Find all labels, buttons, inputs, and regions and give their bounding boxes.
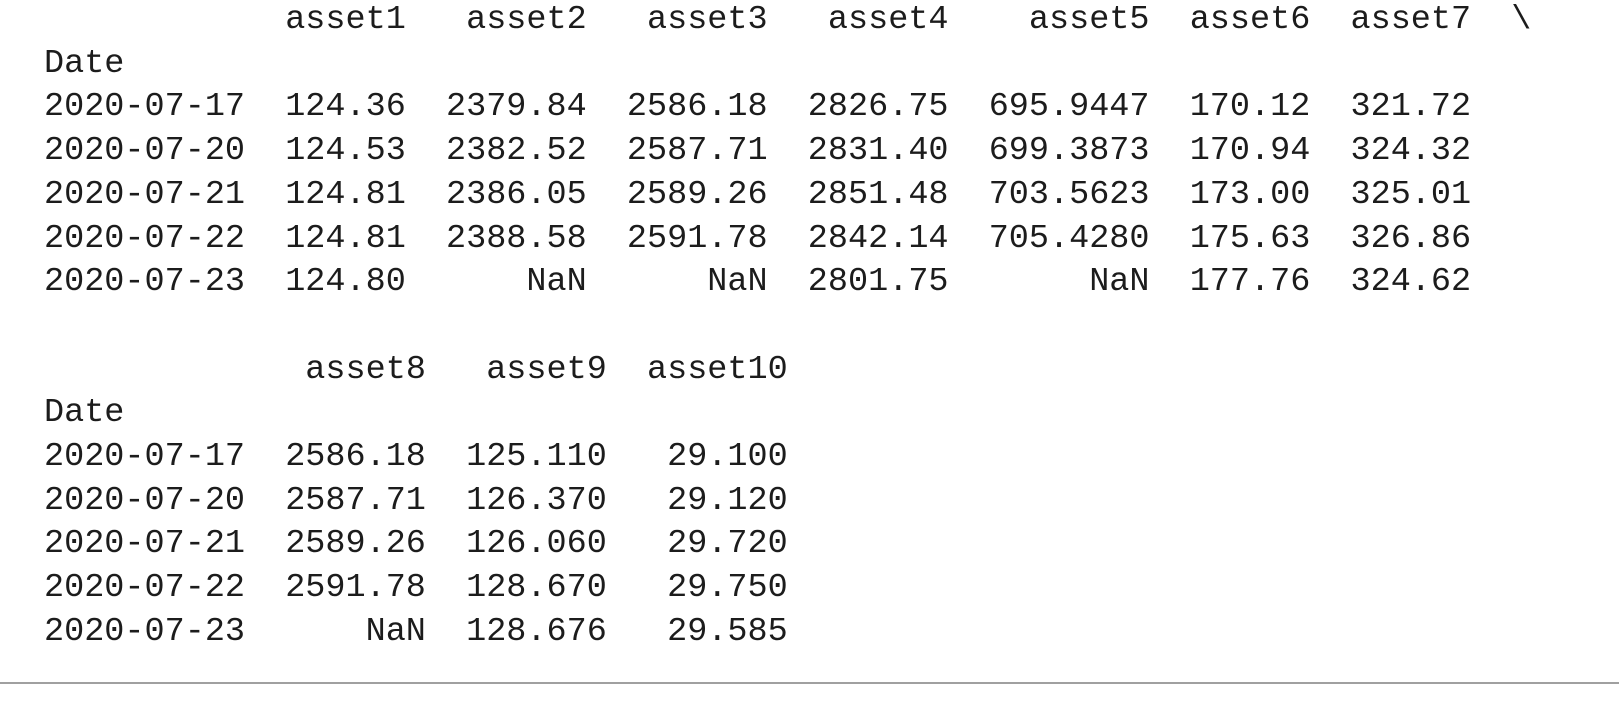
column-header: asset8 bbox=[305, 350, 426, 389]
cell-value: 2388.58 bbox=[446, 219, 587, 258]
cell-value: 705.4280 bbox=[988, 219, 1150, 258]
cell-value: 177.76 bbox=[1189, 263, 1311, 302]
console-output: asset1 asset2 asset3 asset4 asset5 asset6 asse… bbox=[44, 1, 1532, 651]
cell-value: 325.01 bbox=[1350, 175, 1472, 214]
cell-value: 2386.05 bbox=[446, 175, 587, 214]
index-name: Date bbox=[44, 394, 125, 433]
cell-value: 695.9447 bbox=[988, 88, 1150, 127]
cell-value: NaN bbox=[365, 612, 426, 651]
row-index: 2020-07-17 bbox=[44, 438, 246, 476]
cell-value: 128.670 bbox=[466, 569, 607, 608]
column-header: asset1 bbox=[285, 1, 406, 39]
cell-value: 124.53 bbox=[285, 132, 406, 171]
row-index: 2020-07-20 bbox=[44, 481, 246, 520]
cell-value: 699.3873 bbox=[988, 132, 1150, 171]
column-header: asset4 bbox=[827, 1, 949, 39]
column-header: asset9 bbox=[486, 350, 607, 389]
column-header: asset10 bbox=[647, 350, 788, 389]
cell-value: 126.370 bbox=[466, 481, 607, 520]
cell-value: 175.63 bbox=[1189, 219, 1311, 258]
cell-value: 321.72 bbox=[1350, 88, 1472, 127]
cell-value: 29.750 bbox=[667, 569, 788, 608]
cell-value: NaN bbox=[526, 263, 587, 302]
index-name: Date bbox=[44, 44, 125, 83]
row-index: 2020-07-23 bbox=[44, 263, 246, 302]
column-header: asset3 bbox=[647, 1, 768, 39]
row-index: 2020-07-22 bbox=[44, 219, 246, 258]
column-header: asset5 bbox=[1028, 1, 1150, 39]
line-continuation: \ bbox=[1511, 1, 1532, 39]
cell-value: 2587.71 bbox=[626, 132, 768, 171]
cell-value: 2379.84 bbox=[446, 88, 587, 127]
cell-value: 29.585 bbox=[667, 612, 788, 651]
cell-value: 124.81 bbox=[285, 219, 406, 258]
cell-value: 2831.40 bbox=[807, 132, 949, 171]
column-header: asset6 bbox=[1189, 1, 1311, 39]
cell-value: 326.86 bbox=[1350, 219, 1472, 258]
cell-value: 29.120 bbox=[667, 481, 788, 520]
cell-value: 2586.18 bbox=[285, 438, 426, 476]
cell-value: 124.80 bbox=[285, 263, 406, 302]
cell-value: 124.81 bbox=[285, 175, 406, 214]
cell-value: NaN bbox=[707, 263, 768, 302]
cell-value: 125.110 bbox=[466, 438, 607, 476]
cell-value: 170.12 bbox=[1189, 88, 1311, 127]
cell-value: 124.36 bbox=[285, 88, 406, 127]
cell-value: 29.100 bbox=[667, 438, 788, 476]
cell-value: 2589.26 bbox=[285, 525, 426, 564]
cell-value: NaN bbox=[1089, 263, 1150, 302]
row-index: 2020-07-21 bbox=[44, 175, 246, 214]
row-index: 2020-07-21 bbox=[44, 525, 246, 564]
cell-value: 2842.14 bbox=[807, 219, 949, 258]
row-index: 2020-07-23 bbox=[44, 612, 246, 651]
cell-value: 29.720 bbox=[667, 525, 788, 564]
column-header: asset7 bbox=[1350, 1, 1472, 39]
cell-value: 2587.71 bbox=[285, 481, 426, 520]
cell-value: 126.060 bbox=[466, 525, 607, 564]
row-index: 2020-07-22 bbox=[44, 569, 246, 608]
cell-value: 324.62 bbox=[1350, 263, 1472, 302]
output-border bbox=[0, 682, 1619, 684]
cell-value: 2586.18 bbox=[626, 88, 768, 127]
cell-value: 2591.78 bbox=[285, 569, 426, 608]
column-header: asset2 bbox=[466, 1, 587, 39]
cell-value: 128.676 bbox=[466, 612, 607, 651]
cell-value: 170.94 bbox=[1189, 132, 1311, 171]
row-index: 2020-07-20 bbox=[44, 132, 246, 171]
cell-value: 2589.26 bbox=[626, 175, 768, 214]
cell-value: 2591.78 bbox=[626, 219, 768, 258]
cell-value: 703.5623 bbox=[988, 175, 1150, 214]
cell-value: 2801.75 bbox=[807, 263, 949, 302]
cell-value: 173.00 bbox=[1189, 175, 1311, 214]
cell-value: 324.32 bbox=[1350, 132, 1472, 171]
cell-value: 2382.52 bbox=[446, 132, 587, 171]
row-index: 2020-07-17 bbox=[44, 88, 246, 127]
cell-value: 2826.75 bbox=[807, 88, 949, 127]
cell-value: 2851.48 bbox=[807, 175, 949, 214]
